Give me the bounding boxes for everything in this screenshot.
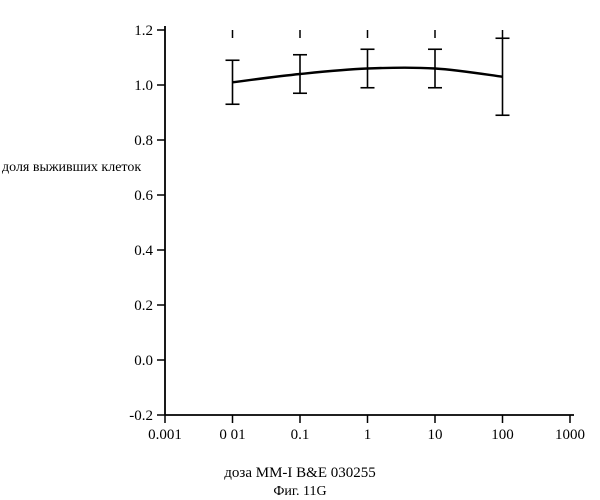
- svg-text:100: 100: [491, 427, 514, 443]
- svg-text:0.8: 0.8: [134, 133, 153, 149]
- svg-text:0 01: 0 01: [219, 427, 245, 443]
- svg-text:0.2: 0.2: [134, 298, 153, 314]
- svg-text:0.0: 0.0: [134, 353, 153, 369]
- svg-text:10: 10: [428, 427, 443, 443]
- svg-text:1.2: 1.2: [134, 23, 153, 39]
- svg-text:-0.2: -0.2: [129, 408, 153, 424]
- svg-text:0.001: 0.001: [148, 427, 182, 443]
- svg-text:1: 1: [364, 427, 372, 443]
- svg-text:0.6: 0.6: [134, 188, 153, 204]
- svg-text:0.4: 0.4: [134, 243, 153, 259]
- svg-text:1000: 1000: [555, 427, 585, 443]
- survival-chart: -0.2 0.0 0.2 0.4 0.6 0.8 1.0 1.2 0.001 0 01 0.1 1 10…: [0, 0, 600, 500]
- svg-text:1.0: 1.0: [134, 78, 153, 94]
- svg-text:0.1: 0.1: [291, 427, 310, 443]
